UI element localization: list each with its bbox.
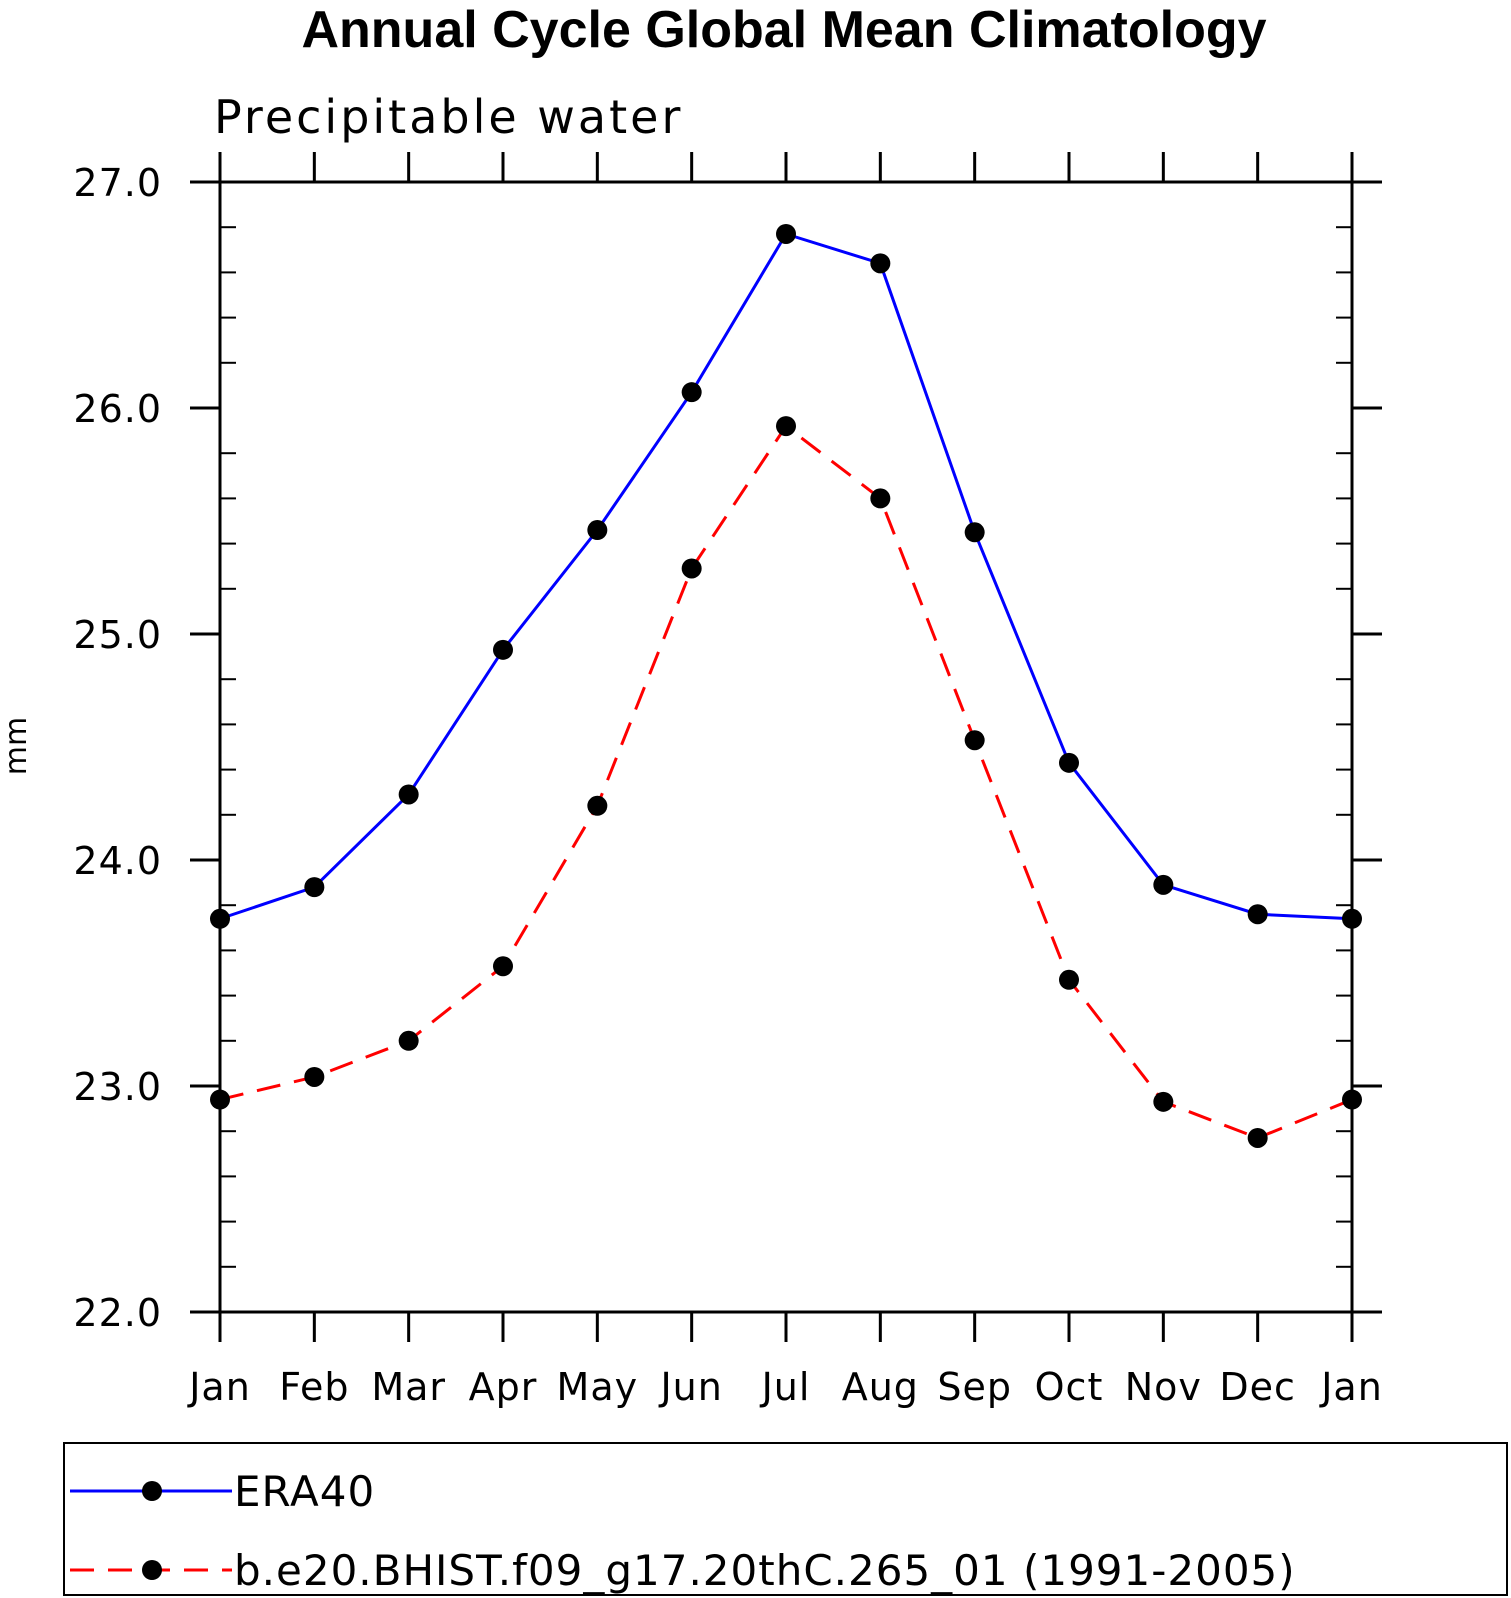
x-tick-label: Jan [1319, 1365, 1383, 1409]
legend-box [63, 1442, 1508, 1596]
series-1 [210, 416, 1362, 1148]
x-tick-label: Oct [1035, 1365, 1104, 1409]
data-point [304, 877, 325, 898]
legend-label: ERA40 [234, 1467, 375, 1516]
x-tick-label: Nov [1125, 1365, 1202, 1409]
series-line [219, 423, 1353, 1140]
data-point [398, 1030, 419, 1051]
x-tick-label: Sep [937, 1365, 1012, 1409]
data-point [964, 522, 985, 543]
axis-ticks [190, 152, 1382, 1342]
legend-items: ERA40 b.e20.BHIST.f09_g17.20thC.265_01 (1… [70, 1467, 1296, 1595]
data-point [776, 416, 796, 437]
x-tick-label: Aug [842, 1365, 919, 1409]
x-tick-labels: Jan Feb Mar Apr May Jun Jul Aug Sep Oct Nov Dec Jan [187, 1365, 1383, 1409]
data-point [870, 488, 891, 509]
plot-frame [218, 180, 1354, 1314]
y-tick-label: 25.0 [73, 613, 162, 657]
data-point [1247, 904, 1268, 925]
legend: ERA40 b.e20.BHIST.f09_g17.20thC.265_01 (1… [63, 1442, 1508, 1596]
x-tick-label: May [557, 1365, 639, 1409]
y-tick-label: 23.0 [73, 1065, 162, 1109]
x-tick-label: Jan [187, 1365, 251, 1409]
x-tick-label: Dec [1219, 1365, 1296, 1409]
data-point [776, 223, 796, 244]
data-point [1059, 752, 1079, 773]
data-point [1247, 1127, 1268, 1148]
data-point [493, 956, 513, 977]
data-point [493, 639, 513, 660]
x-tick-label: Apr [469, 1365, 538, 1409]
data-point [304, 1066, 325, 1087]
data-point [587, 520, 608, 541]
y-tick-label: 27.0 [73, 161, 162, 205]
legend-marker [142, 1481, 162, 1501]
data-point [1342, 1089, 1362, 1110]
series-line [219, 232, 1353, 921]
data-point [210, 908, 230, 929]
chart-subtitle: Precipitable water [214, 90, 683, 144]
series-layer [210, 223, 1362, 1148]
data-point [681, 382, 702, 403]
x-tick-label: Feb [279, 1365, 349, 1409]
data-point [681, 558, 702, 579]
data-point [1059, 969, 1079, 990]
y-tick-label: 24.0 [73, 839, 162, 883]
y-tick-labels: 22.0 23.0 24.0 25.0 26.0 27.0 [73, 161, 162, 1335]
data-point [1342, 908, 1362, 929]
series-0 [210, 223, 1362, 929]
x-tick-label: Jul [760, 1365, 811, 1409]
data-point [964, 730, 985, 751]
legend-label: b.e20.BHIST.f09_g17.20thC.265_01 (1991-2… [234, 1546, 1296, 1595]
data-point [1153, 1091, 1174, 1112]
y-tick-label: 26.0 [73, 387, 162, 431]
data-point [870, 253, 891, 274]
y-tick-label: 22.0 [73, 1291, 162, 1335]
data-point [1153, 874, 1174, 895]
data-point [587, 795, 608, 816]
legend-marker [142, 1560, 162, 1580]
x-tick-label: Mar [371, 1365, 446, 1409]
x-tick-label: Jun [658, 1365, 722, 1409]
y-axis-label: mm [0, 717, 34, 775]
data-point [398, 784, 419, 805]
data-point [210, 1089, 230, 1110]
chart-title: Annual Cycle Global Mean Climatology [301, 1, 1266, 59]
